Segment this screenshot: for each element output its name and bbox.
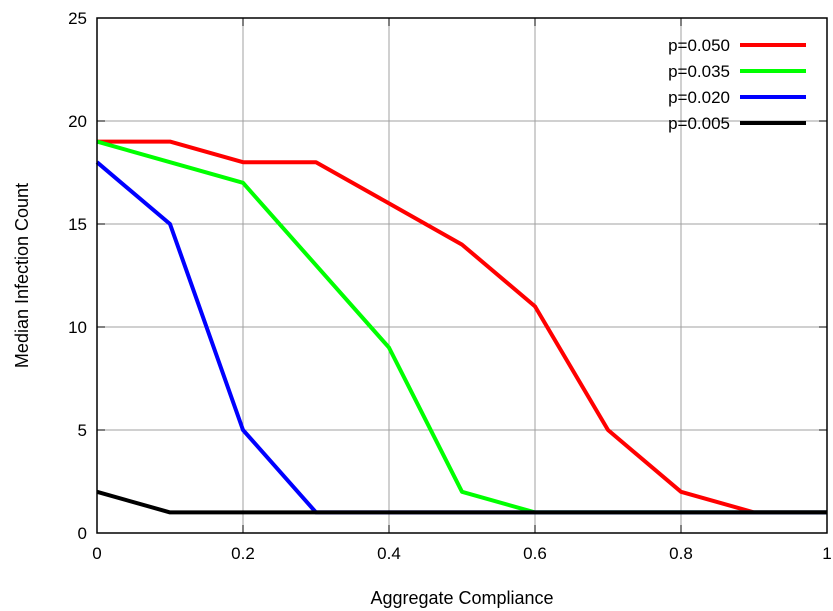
y-tick-label: 20 — [68, 112, 87, 131]
x-tick-label: 1 — [822, 544, 831, 563]
x-tick-label: 0.2 — [231, 544, 255, 563]
x-tick-label: 0.8 — [669, 544, 693, 563]
series-line-3 — [96, 489, 827, 515]
legend-label: p=0.020 — [668, 88, 730, 107]
y-tick-label: 10 — [68, 318, 87, 337]
y-tick-label: 5 — [78, 421, 87, 440]
legend-label: p=0.035 — [668, 62, 730, 81]
y-axis-title: Median Infection Count — [12, 183, 32, 368]
x-tick-label: 0 — [92, 544, 101, 563]
y-tick-label: 25 — [68, 9, 87, 28]
y-tick-label: 0 — [78, 524, 87, 543]
grid — [97, 18, 827, 533]
series-line-2 — [95, 160, 827, 515]
legend: p=0.050 p=0.035 p=0.020 p=0.005 — [668, 36, 806, 133]
series-lines — [95, 139, 827, 515]
plot-frame — [96, 17, 828, 534]
x-tick-label: 0.6 — [523, 544, 547, 563]
legend-label: p=0.005 — [668, 114, 730, 133]
x-tick-label: 0.4 — [377, 544, 401, 563]
x-axis-title: Aggregate Compliance — [370, 588, 553, 608]
legend-label: p=0.050 — [668, 36, 730, 55]
series-line-0 — [97, 139, 827, 515]
y-tick-label: 15 — [68, 215, 87, 234]
